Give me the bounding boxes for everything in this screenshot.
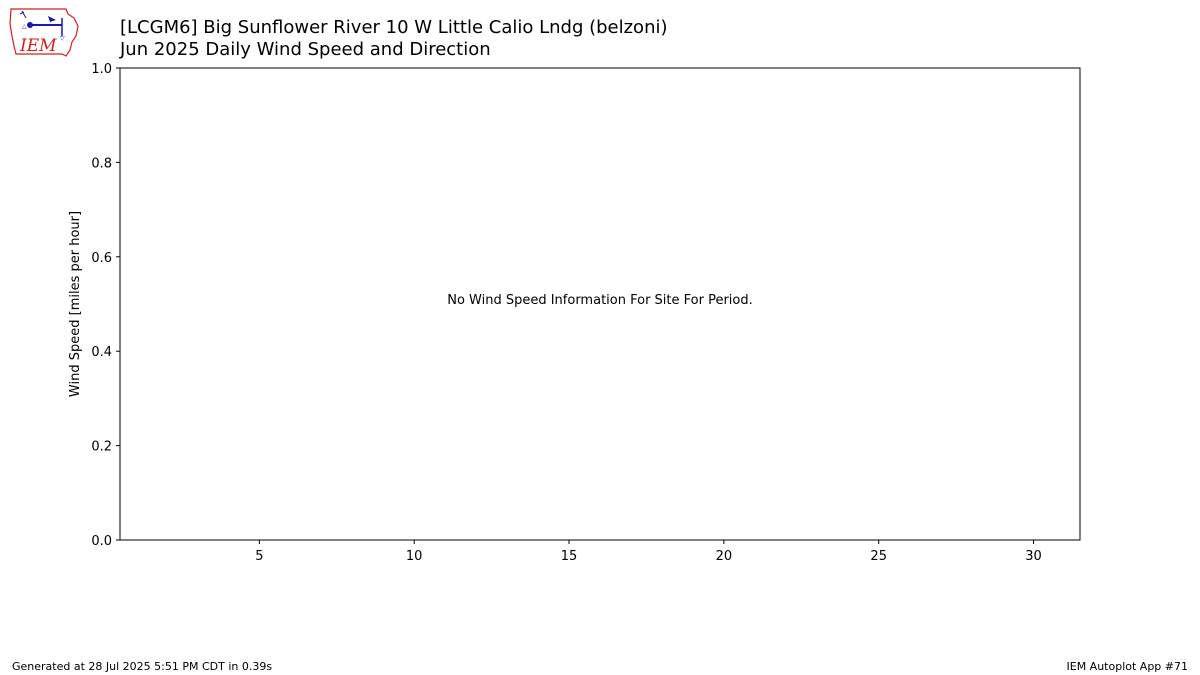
y-tick-label: 0.4 <box>91 345 112 360</box>
svg-text:△: △ <box>22 23 27 30</box>
x-tick-label: 5 <box>255 549 263 564</box>
y-tick-label: 1.0 <box>91 62 112 77</box>
x-tick-label: 25 <box>870 549 887 564</box>
x-tick-label: 30 <box>1025 549 1042 564</box>
x-tick-label: 15 <box>561 549 578 564</box>
y-tick-label: 0.2 <box>91 440 112 455</box>
chart-title-line2: Jun 2025 Daily Wind Speed and Direction <box>120 39 491 60</box>
x-axis: 5 10 15 20 25 30 <box>255 540 1042 564</box>
y-axis-label: Wind Speed [miles per hour] <box>68 211 83 397</box>
chart-title: [LCGM6] Big Sunflower River 10 W Little … <box>120 17 668 61</box>
x-tick-label: 20 <box>716 549 733 564</box>
iem-logo: △ ▽ IEM <box>9 8 79 57</box>
no-data-annotation: No Wind Speed Information For Site For P… <box>447 293 753 308</box>
plot-area <box>119 67 1081 541</box>
y-tick-label: 0.6 <box>91 251 112 266</box>
y-tick-label: 0.0 <box>91 534 112 549</box>
iowa-outline-icon <box>9 8 79 57</box>
svg-text:▽: ▽ <box>60 35 65 42</box>
logo-text: IEM <box>19 36 57 56</box>
y-tick-label: 0.8 <box>91 156 112 171</box>
generated-timestamp: Generated at 28 Jul 2025 5:51 PM CDT in … <box>12 660 273 673</box>
y-axis: 0.0 0.2 0.4 0.6 0.8 1.0 <box>91 62 120 549</box>
x-tick-label: 10 <box>406 549 423 564</box>
chart-title-line1: [LCGM6] Big Sunflower River 10 W Little … <box>120 17 668 38</box>
app-label: IEM Autoplot App #71 <box>1066 660 1189 673</box>
